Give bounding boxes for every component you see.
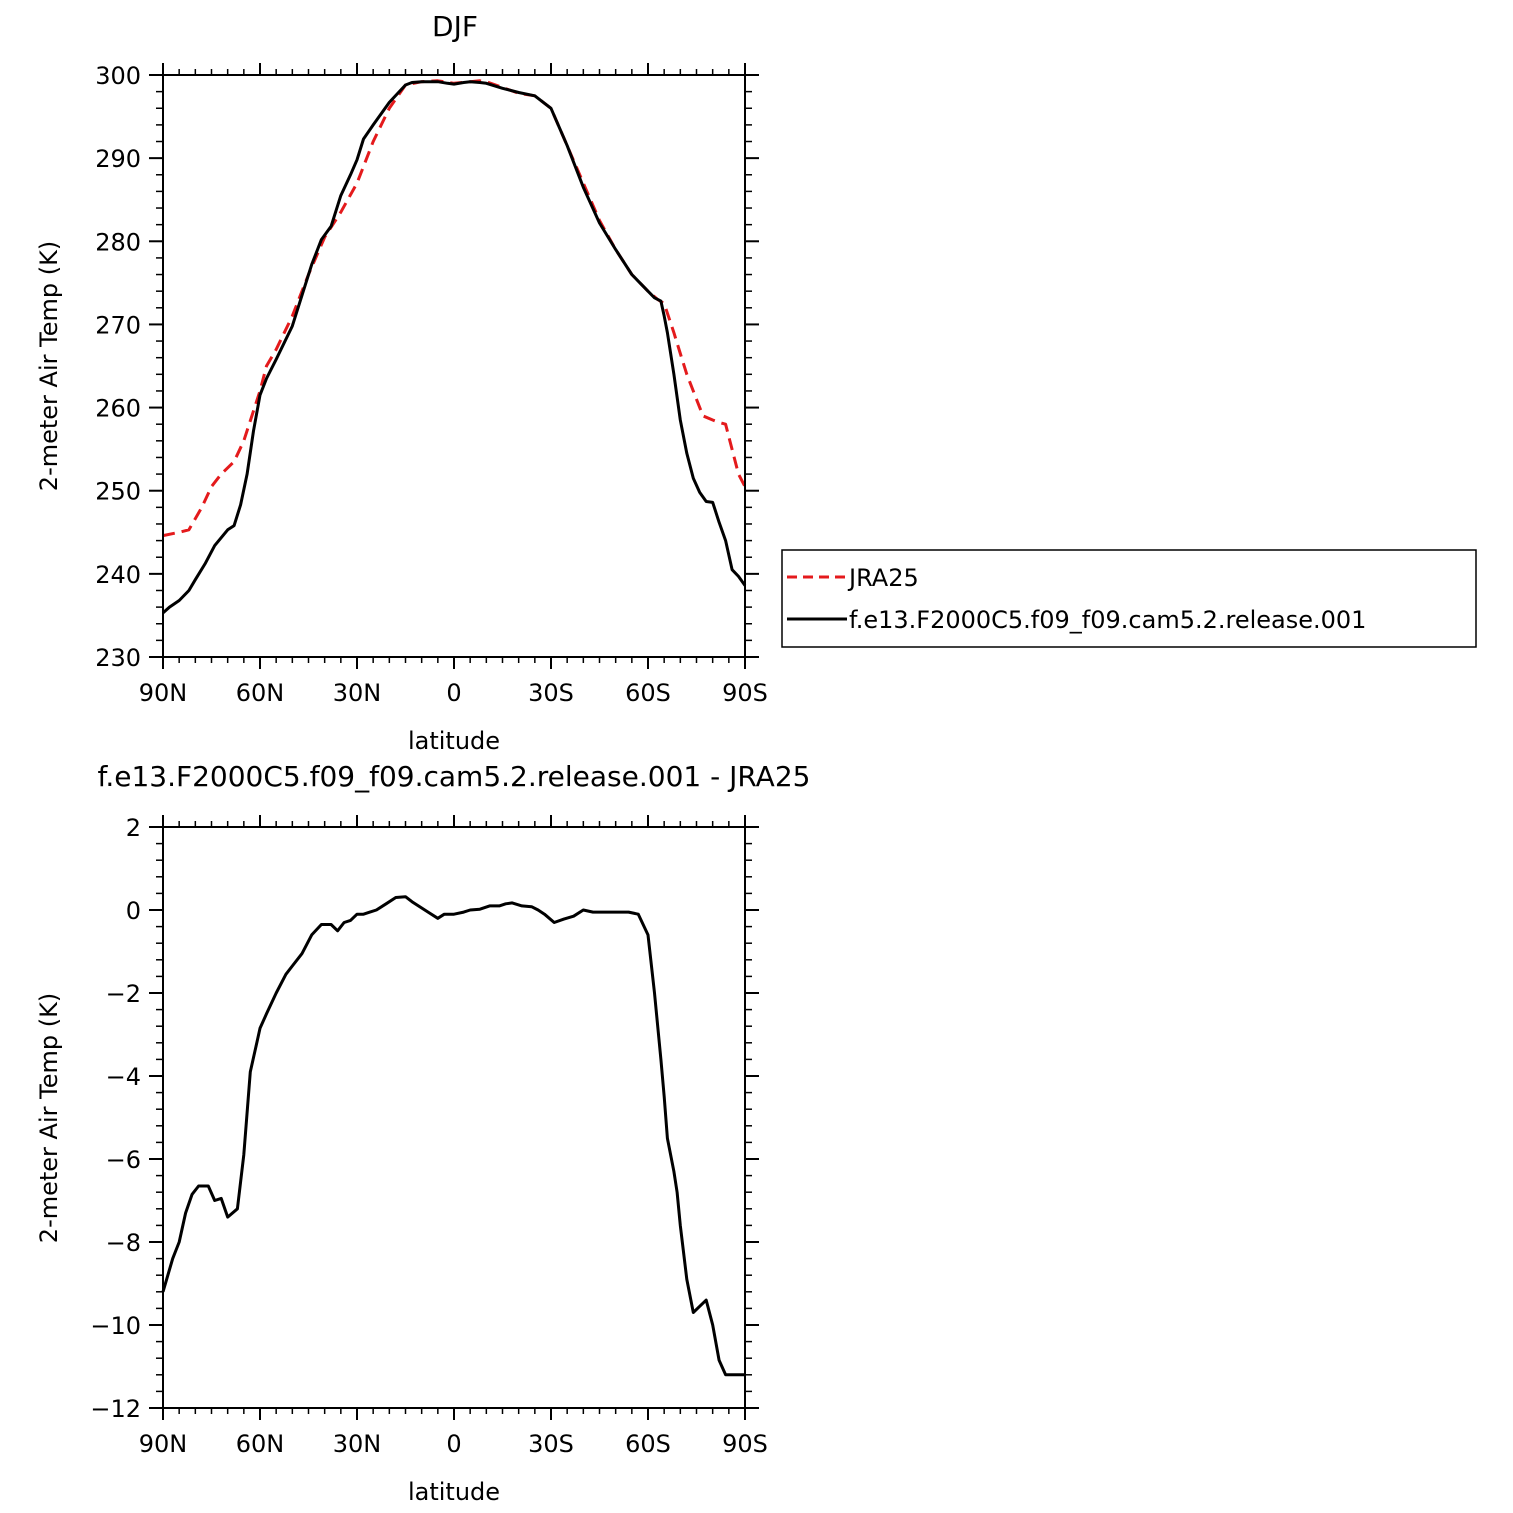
top-y-tick-label: 230 bbox=[95, 644, 141, 672]
bottom-x-tick-label: 0 bbox=[446, 1430, 461, 1458]
top-series-lines bbox=[162, 79, 747, 615]
top-x-tick-label: 60S bbox=[625, 679, 671, 707]
bottom-x-tick-label: 30N bbox=[333, 1430, 382, 1458]
top-y-tick-label: 280 bbox=[95, 228, 141, 256]
legend: JRA25 f.e13.F2000C5.f09_f09.cam5.2.relea… bbox=[781, 549, 1477, 648]
bottom-y-tick-labels: −12 −10 −8 −6 −4 −2 0 2 bbox=[90, 814, 141, 1423]
legend-label-model: f.e13.F2000C5.f09_f09.cam5.2.release.001 bbox=[849, 606, 1366, 634]
bottom-y-tick-label: −10 bbox=[90, 1312, 141, 1340]
bottom-y-tick-label: 0 bbox=[126, 897, 141, 925]
bottom-x-tick-label: 30S bbox=[528, 1430, 574, 1458]
top-series-line-0 bbox=[162, 79, 747, 538]
bottom-y-tick-label: −6 bbox=[106, 1146, 141, 1174]
top-y-tick-label: 260 bbox=[95, 395, 141, 423]
top-panel: DJF 90N 60N 30N 0 30S 60S 90S 2302402502602702… bbox=[35, 10, 768, 755]
bottom-x-tick-label: 60N bbox=[236, 1430, 285, 1458]
bottom-series-line-0 bbox=[161, 895, 745, 1377]
top-x-tick-label: 0 bbox=[446, 679, 461, 707]
bottom-x-tick-labels: 90N 60N 30N 0 30S 60S 90S bbox=[139, 1430, 768, 1458]
top-x-axis-label: latitude bbox=[408, 727, 500, 755]
bottom-plot-frame bbox=[162, 826, 746, 1409]
top-y-axis-label: 2-meter Air Temp (K) bbox=[35, 241, 63, 491]
top-ticks bbox=[149, 63, 759, 669]
bottom-chart-title: f.e13.F2000C5.f09_f09.cam5.2.release.001… bbox=[98, 760, 811, 793]
legend-box bbox=[781, 549, 1477, 648]
top-y-tick-label: 250 bbox=[95, 478, 141, 506]
top-y-tick-label: 290 bbox=[95, 145, 141, 173]
legend-label-jra25: JRA25 bbox=[847, 564, 919, 592]
bottom-y-tick-label: −8 bbox=[106, 1229, 141, 1257]
top-y-tick-label: 270 bbox=[95, 311, 141, 339]
top-series-line-1 bbox=[162, 80, 747, 615]
bottom-y-tick-label: −12 bbox=[90, 1395, 141, 1423]
top-x-tick-label: 60N bbox=[236, 679, 285, 707]
top-y-tick-label: 300 bbox=[95, 62, 141, 90]
top-x-tick-labels: 90N 60N 30N 0 30S 60S 90S bbox=[139, 679, 768, 707]
top-x-tick-label: 90S bbox=[722, 679, 768, 707]
bottom-x-tick-label: 90N bbox=[139, 1430, 188, 1458]
bottom-series-lines bbox=[161, 895, 745, 1377]
top-x-tick-label: 30S bbox=[528, 679, 574, 707]
top-plot-frame bbox=[162, 74, 746, 658]
bottom-x-tick-label: 60S bbox=[625, 1430, 671, 1458]
bottom-ticks bbox=[149, 815, 759, 1420]
bottom-y-axis-label: 2-meter Air Temp (K) bbox=[35, 993, 63, 1243]
bottom-y-tick-label: 2 bbox=[126, 814, 141, 842]
top-x-tick-label: 30N bbox=[333, 679, 382, 707]
bottom-panel: f.e13.F2000C5.f09_f09.cam5.2.release.001… bbox=[35, 760, 810, 1506]
top-x-tick-label: 90N bbox=[139, 679, 188, 707]
top-y-tick-label: 240 bbox=[95, 561, 141, 589]
bottom-x-tick-label: 90S bbox=[722, 1430, 768, 1458]
top-chart-title: DJF bbox=[432, 10, 478, 43]
top-y-tick-labels: 230 240 250 260 270 280 290 300 bbox=[95, 62, 141, 672]
bottom-y-tick-label: −2 bbox=[106, 980, 141, 1008]
bottom-y-tick-label: −4 bbox=[106, 1063, 141, 1091]
bottom-x-axis-label: latitude bbox=[408, 1478, 500, 1506]
